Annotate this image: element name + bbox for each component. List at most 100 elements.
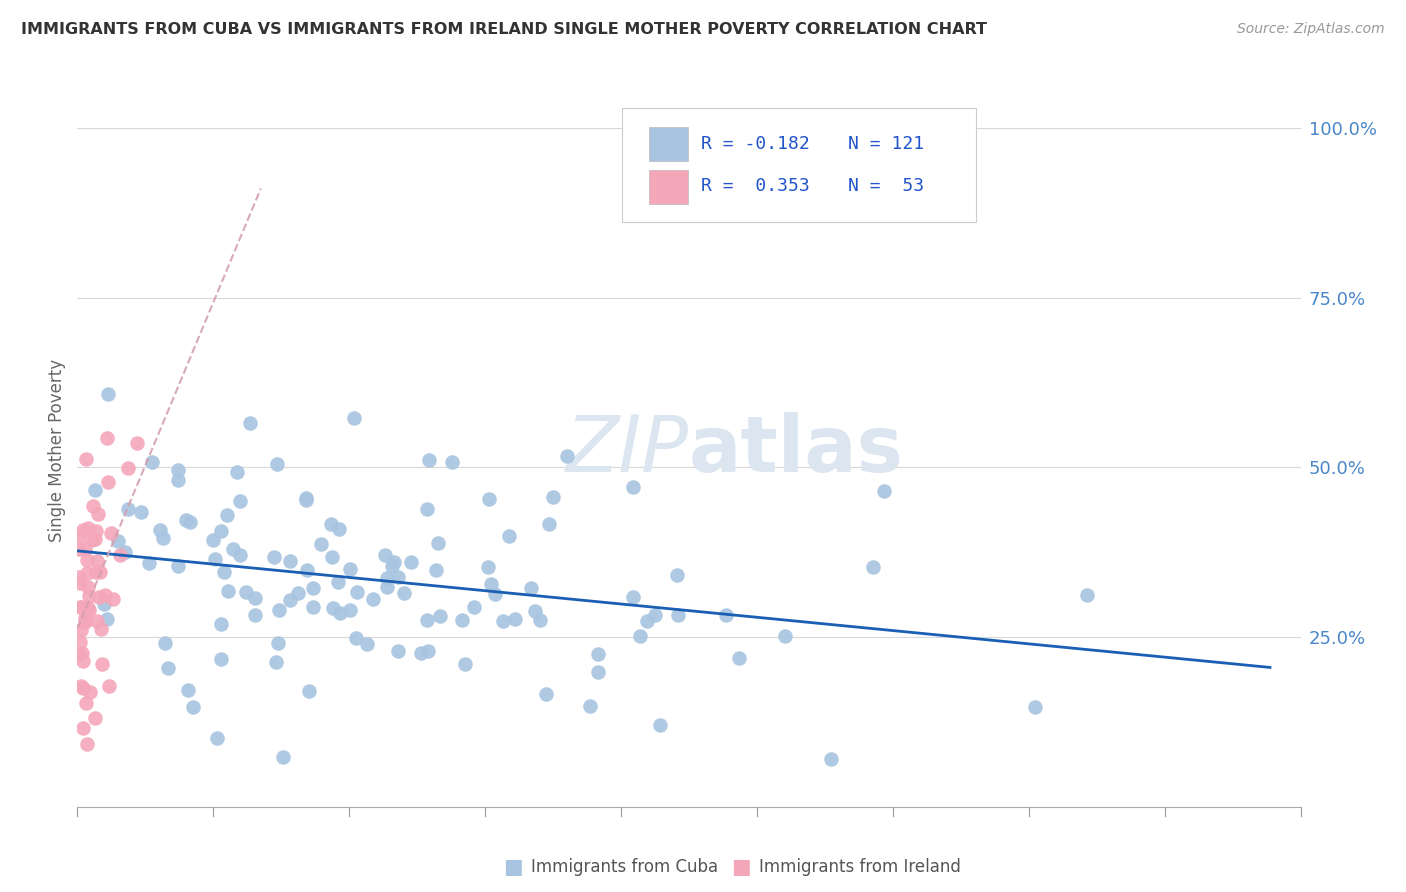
- Point: [89, 565, 111, 579]
- Point: [217, 583, 239, 598]
- Point: [84, 711, 107, 725]
- Point: [588, 647, 610, 661]
- Point: [541, 490, 564, 504]
- Point: [103, 591, 125, 606]
- Y-axis label: Single Mother Poverty: Single Mother Poverty: [48, 359, 66, 542]
- Point: [229, 548, 252, 562]
- Point: [157, 661, 180, 675]
- Point: [70, 600, 93, 615]
- Point: [67, 541, 90, 556]
- Point: [322, 601, 344, 615]
- Point: [309, 536, 332, 550]
- Point: [375, 580, 398, 594]
- Text: ■: ■: [503, 857, 523, 877]
- Point: [79, 684, 101, 698]
- Point: [628, 628, 651, 642]
- Point: [229, 494, 252, 508]
- Point: [69, 576, 91, 591]
- Point: [75, 451, 97, 466]
- Point: [149, 524, 172, 538]
- Point: [86, 553, 108, 567]
- Point: [534, 686, 557, 700]
- Text: N =  53: N = 53: [848, 178, 924, 195]
- Point: [84, 483, 107, 497]
- Point: [425, 563, 447, 577]
- Text: IMMIGRANTS FROM CUBA VS IMMIGRANTS FROM IRELAND SINGLE MOTHER POVERTY CORRELATIO: IMMIGRANTS FROM CUBA VS IMMIGRANTS FROM …: [21, 22, 987, 37]
- Point: [70, 679, 93, 693]
- Point: [84, 524, 107, 538]
- Point: [117, 501, 139, 516]
- Point: [862, 560, 884, 574]
- Point: [529, 613, 551, 627]
- Text: Immigrants from Ireland: Immigrants from Ireland: [759, 858, 962, 876]
- Point: [648, 718, 671, 732]
- Point: [427, 535, 450, 549]
- Point: [87, 591, 110, 605]
- Point: [477, 559, 499, 574]
- Point: [77, 603, 100, 617]
- Point: [152, 531, 174, 545]
- Text: Immigrants from Cuba: Immigrants from Cuba: [531, 858, 718, 876]
- Point: [578, 699, 600, 714]
- Point: [666, 607, 689, 622]
- Point: [278, 592, 301, 607]
- Point: [217, 508, 239, 522]
- Point: [72, 721, 94, 735]
- Point: [239, 416, 262, 430]
- Point: [75, 697, 97, 711]
- Point: [69, 635, 91, 649]
- Point: [209, 617, 232, 632]
- Point: [243, 608, 266, 623]
- Point: [523, 604, 546, 618]
- Point: [222, 541, 245, 556]
- Point: [728, 651, 751, 665]
- Point: [295, 491, 318, 505]
- Point: [416, 502, 439, 516]
- Point: [665, 567, 688, 582]
- Point: [93, 597, 115, 611]
- Point: [125, 436, 148, 450]
- Point: [69, 623, 91, 637]
- Point: [339, 603, 361, 617]
- Point: [381, 559, 404, 574]
- Point: [72, 654, 94, 668]
- Point: [131, 505, 153, 519]
- Point: [537, 516, 560, 531]
- Point: [714, 607, 737, 622]
- Point: [478, 491, 501, 506]
- Point: [557, 449, 579, 463]
- Point: [418, 644, 440, 658]
- Point: [84, 565, 107, 579]
- Point: [76, 737, 98, 751]
- Point: [114, 545, 136, 559]
- Point: [520, 582, 543, 596]
- Point: [409, 646, 432, 660]
- Point: [441, 455, 464, 469]
- Text: R = -0.182: R = -0.182: [702, 135, 810, 153]
- Point: [97, 386, 120, 401]
- Point: [820, 752, 842, 766]
- Point: [235, 585, 257, 599]
- Point: [621, 480, 644, 494]
- Point: [329, 606, 352, 620]
- Point: [77, 580, 100, 594]
- Point: [454, 657, 477, 671]
- Text: ■: ■: [731, 857, 751, 877]
- Point: [86, 614, 108, 628]
- Point: [67, 647, 90, 661]
- Point: [73, 542, 96, 557]
- Point: [287, 586, 309, 600]
- Point: [1076, 588, 1098, 602]
- Point: [91, 657, 114, 671]
- Point: [72, 523, 94, 537]
- Point: [226, 465, 249, 479]
- Point: [361, 591, 384, 606]
- Point: [108, 548, 131, 562]
- Point: [394, 585, 416, 599]
- Point: [76, 552, 98, 566]
- Point: [70, 646, 93, 660]
- Point: [266, 457, 288, 471]
- Point: [484, 587, 506, 601]
- Point: [343, 410, 366, 425]
- Point: [86, 507, 108, 521]
